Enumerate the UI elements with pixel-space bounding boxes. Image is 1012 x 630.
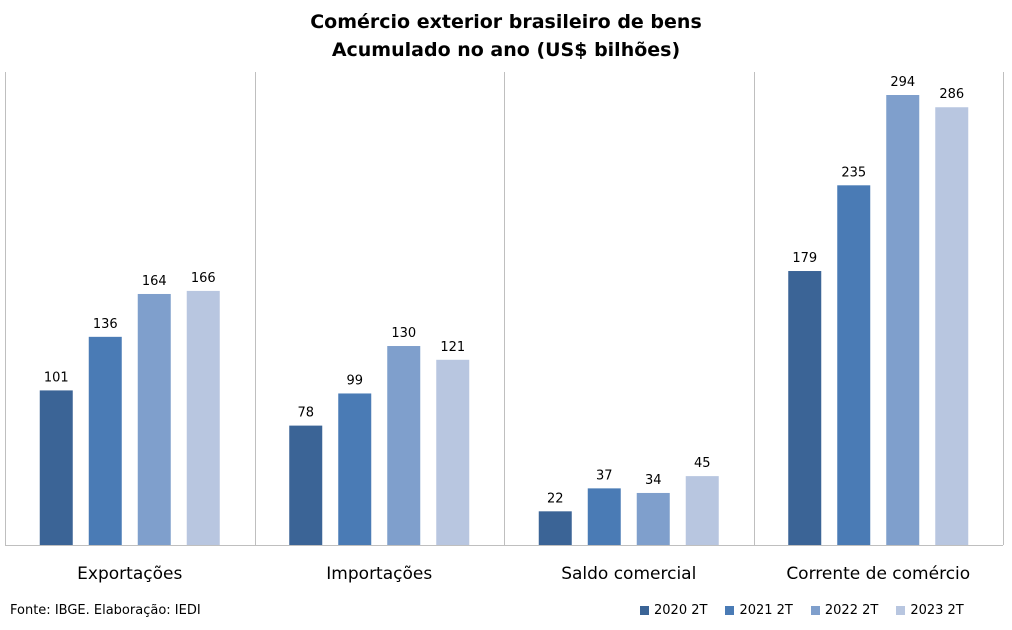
category-label: Corrente de comércio [786, 564, 970, 584]
bar [886, 95, 920, 545]
data-label: 166 [191, 271, 216, 286]
data-label: 164 [142, 274, 167, 289]
data-label: 121 [440, 340, 465, 355]
bar [788, 271, 822, 545]
bar [289, 425, 323, 545]
legend-label: 2021 2T [739, 603, 793, 618]
legend-label: 2022 2T [824, 603, 879, 618]
data-label: 45 [694, 456, 711, 471]
title-line-1: Comércio exterior brasileiro de bens [310, 11, 702, 33]
data-label: 37 [596, 468, 613, 483]
legend-swatch [725, 606, 735, 615]
bar [338, 393, 372, 545]
legend-label: 2023 2T [910, 603, 964, 618]
data-label: 179 [792, 251, 817, 266]
legend-swatch [810, 606, 820, 615]
category-label: Exportações [77, 564, 182, 584]
bar [387, 346, 421, 545]
bar [837, 185, 871, 545]
data-label: 130 [391, 326, 416, 341]
category-label: Importações [326, 564, 432, 584]
bar [935, 107, 969, 545]
bar [88, 336, 122, 545]
data-label: 235 [841, 165, 866, 180]
bar [137, 293, 171, 545]
title-line-2: Acumulado no ano (US$ bilhões) [331, 39, 681, 61]
data-label: 22 [547, 491, 564, 506]
chart-title: Comércio exterior brasileiro de bens Acu… [0, 8, 1012, 64]
bar [436, 359, 470, 545]
bar [39, 390, 73, 545]
legend: 2020 2T 2021 2T 2022 2T 2023 2T [640, 603, 964, 618]
data-label: 286 [939, 87, 964, 102]
category-label: Saldo comercial [561, 564, 696, 584]
legend-item: 2021 2T [725, 603, 793, 618]
data-label: 101 [44, 370, 69, 385]
bar [587, 488, 621, 545]
data-label: 99 [346, 373, 363, 388]
bar [685, 476, 719, 545]
data-label: 294 [890, 75, 915, 90]
data-label: 78 [297, 406, 314, 421]
source-note: Fonte: IBGE. Elaboração: IEDI [10, 603, 201, 618]
legend-item: 2022 2T [810, 603, 879, 618]
legend-item: 2023 2T [896, 603, 964, 618]
bar [636, 492, 670, 545]
data-label: 136 [93, 317, 118, 332]
legend-item: 2020 2T [640, 603, 707, 618]
bar [186, 290, 220, 545]
data-label: 34 [645, 473, 662, 488]
legend-label: 2020 2T [654, 603, 708, 618]
legend-swatch [896, 606, 906, 615]
legend-swatch [640, 606, 649, 615]
bar [538, 511, 572, 545]
